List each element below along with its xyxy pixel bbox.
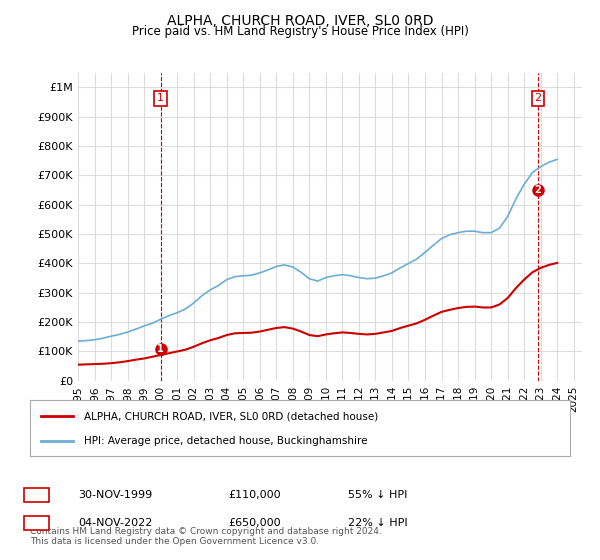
- Text: 2: 2: [535, 185, 541, 195]
- Text: HPI: Average price, detached house, Buckinghamshire: HPI: Average price, detached house, Buck…: [84, 436, 367, 446]
- Text: ALPHA, CHURCH ROAD, IVER, SL0 0RD (detached house): ALPHA, CHURCH ROAD, IVER, SL0 0RD (detac…: [84, 411, 378, 421]
- Text: 1: 1: [157, 94, 164, 104]
- Text: £110,000: £110,000: [228, 490, 281, 500]
- Text: 04-NOV-2022: 04-NOV-2022: [78, 518, 152, 528]
- Text: 55% ↓ HPI: 55% ↓ HPI: [348, 490, 407, 500]
- Text: Price paid vs. HM Land Registry's House Price Index (HPI): Price paid vs. HM Land Registry's House …: [131, 25, 469, 38]
- Text: Contains HM Land Registry data © Crown copyright and database right 2024.
This d: Contains HM Land Registry data © Crown c…: [30, 526, 382, 546]
- Text: 30-NOV-1999: 30-NOV-1999: [78, 490, 152, 500]
- Text: 1: 1: [32, 490, 40, 500]
- Text: ALPHA, CHURCH ROAD, IVER, SL0 0RD: ALPHA, CHURCH ROAD, IVER, SL0 0RD: [167, 14, 433, 28]
- Text: £650,000: £650,000: [228, 518, 281, 528]
- Text: 2: 2: [535, 94, 541, 104]
- Text: 1: 1: [157, 343, 164, 353]
- Text: 22% ↓ HPI: 22% ↓ HPI: [348, 518, 407, 528]
- Text: 2: 2: [32, 518, 40, 528]
